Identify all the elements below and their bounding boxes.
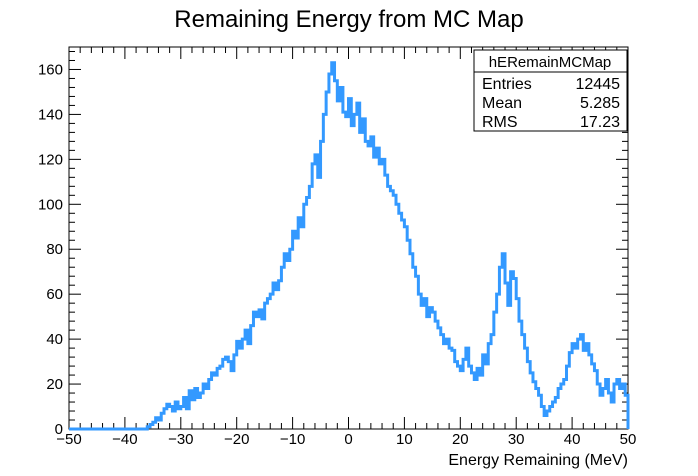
stats-mean-label: Mean (482, 95, 522, 112)
stats-rms-label: RMS (482, 114, 518, 131)
histogram-series (69, 61, 630, 431)
y-tick-label: 80 (46, 241, 63, 258)
stats-box: hERemainMCMap Entries 12445 Mean 5.285 R… (473, 49, 628, 132)
x-tick-label: −20 (224, 431, 249, 448)
x-tick-label: 40 (564, 431, 581, 448)
x-tick-label: 50 (620, 431, 637, 448)
x-tick-label: −40 (112, 431, 137, 448)
y-tick-label: 60 (46, 286, 63, 303)
y-tick-label: 120 (38, 151, 63, 168)
stats-rms-value: 17.23 (580, 114, 620, 131)
x-tick-label: 30 (508, 431, 525, 448)
x-tick-label: 10 (396, 431, 413, 448)
stats-mean-value: 5.285 (580, 95, 620, 112)
x-tick-label: 20 (452, 431, 469, 448)
x-tick-label: −50 (56, 431, 81, 448)
stats-box-title: hERemainMCMap (489, 54, 612, 71)
y-axis-tick-labels: 0 20 40 60 80 100 120 140 160 (38, 61, 63, 438)
y-tick-label: 0 (55, 421, 63, 438)
y-tick-label: 140 (38, 106, 63, 123)
x-tick-label: −10 (280, 431, 305, 448)
chart-title: Remaining Energy from MC Map (174, 6, 523, 33)
x-axis-label: Energy Remaining (MeV) (448, 452, 628, 469)
stats-entries-label: Entries (482, 76, 532, 93)
y-tick-label: 100 (38, 196, 63, 213)
y-tick-label: 40 (46, 331, 63, 348)
x-axis-tick-labels: −50 −40 −30 −20 −10 0 10 20 30 40 50 (56, 431, 636, 448)
y-tick-label: 20 (46, 376, 63, 393)
x-tick-label: −30 (168, 431, 193, 448)
x-tick-label: 0 (344, 431, 352, 448)
stats-entries-value: 12445 (576, 76, 621, 93)
y-tick-label: 160 (38, 61, 63, 78)
